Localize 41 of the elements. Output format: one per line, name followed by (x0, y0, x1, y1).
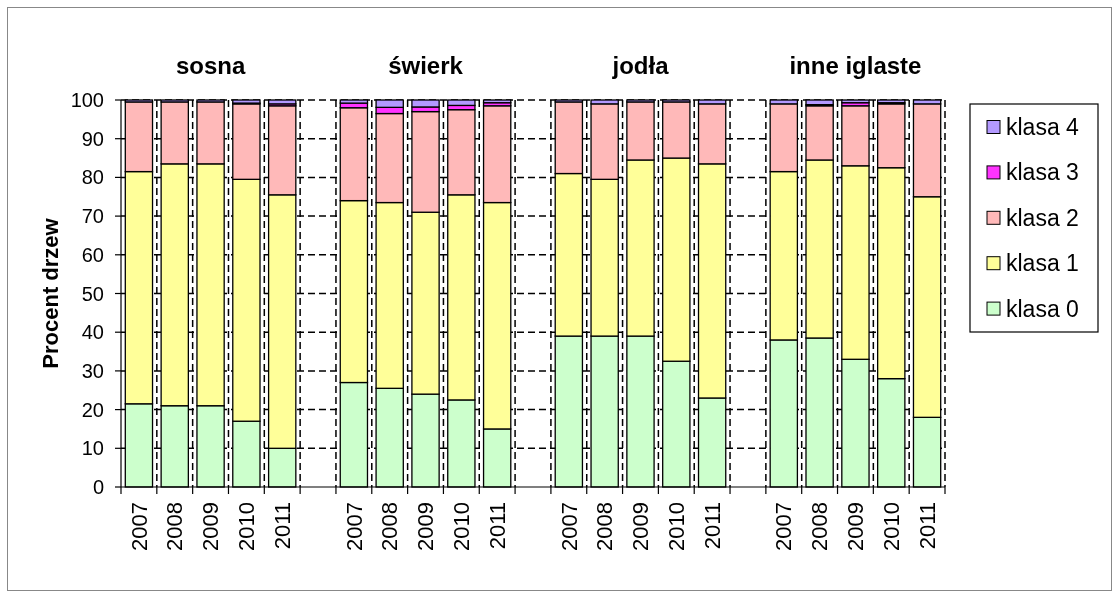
x-tick-label: 2007 (771, 502, 797, 551)
y-tick-label: 30 (81, 359, 104, 382)
legend-label: klasa 3 (1006, 159, 1079, 186)
x-tick-label: 2010 (664, 502, 689, 551)
x-tick-label: 2011 (269, 502, 295, 550)
x-tick-label: 2008 (162, 502, 188, 551)
x-tick-label: 2007 (126, 502, 152, 551)
y-tick-label: 90 (81, 127, 104, 150)
y-axis-title: Procent drzew (38, 217, 63, 369)
y-tick-label: 50 (81, 282, 104, 305)
x-tick-label: 2010 (449, 502, 475, 551)
x-tick-label: 2010 (878, 502, 904, 551)
y-tick-label: 0 (92, 476, 104, 498)
x-tick-label: 2010 (234, 502, 260, 551)
x-tick-label: 2011 (914, 502, 940, 550)
x-tick-label: 2011 (699, 502, 725, 550)
text: jodła (611, 52, 670, 79)
x-tick-label: 2008 (592, 502, 618, 551)
x-tick-label: 2011 (484, 502, 510, 550)
y-tick-label: 70 (81, 205, 104, 228)
y-tick-label: 80 (81, 166, 104, 189)
x-tick-label: 2009 (628, 502, 654, 551)
legend-label: klasa 4 (1006, 114, 1080, 141)
y-tick-label: 60 (81, 243, 104, 266)
x-tick-label: 2008 (377, 502, 403, 551)
y-tick-label: 20 (81, 398, 104, 421)
y-tick-label: 40 (81, 321, 104, 344)
text: świerk (388, 52, 464, 79)
x-tick-label: 2007 (556, 502, 582, 551)
legend-label: klasa 1 (1006, 250, 1079, 277)
x-tick-label: 2009 (843, 502, 869, 551)
x-tick-label: 2009 (198, 502, 224, 551)
text: sosna (175, 52, 246, 79)
legend-label: klasa 0 (1006, 295, 1079, 322)
x-tick-label: 2007 (341, 502, 367, 551)
text: inne iglaste (789, 52, 922, 79)
x-tick-label: 2008 (807, 502, 833, 551)
y-tick-label: 10 (81, 437, 104, 460)
legend-label: klasa 2 (1006, 204, 1079, 231)
x-tick-label: 2009 (413, 502, 439, 551)
y-tick-label: 100 (70, 89, 104, 111)
